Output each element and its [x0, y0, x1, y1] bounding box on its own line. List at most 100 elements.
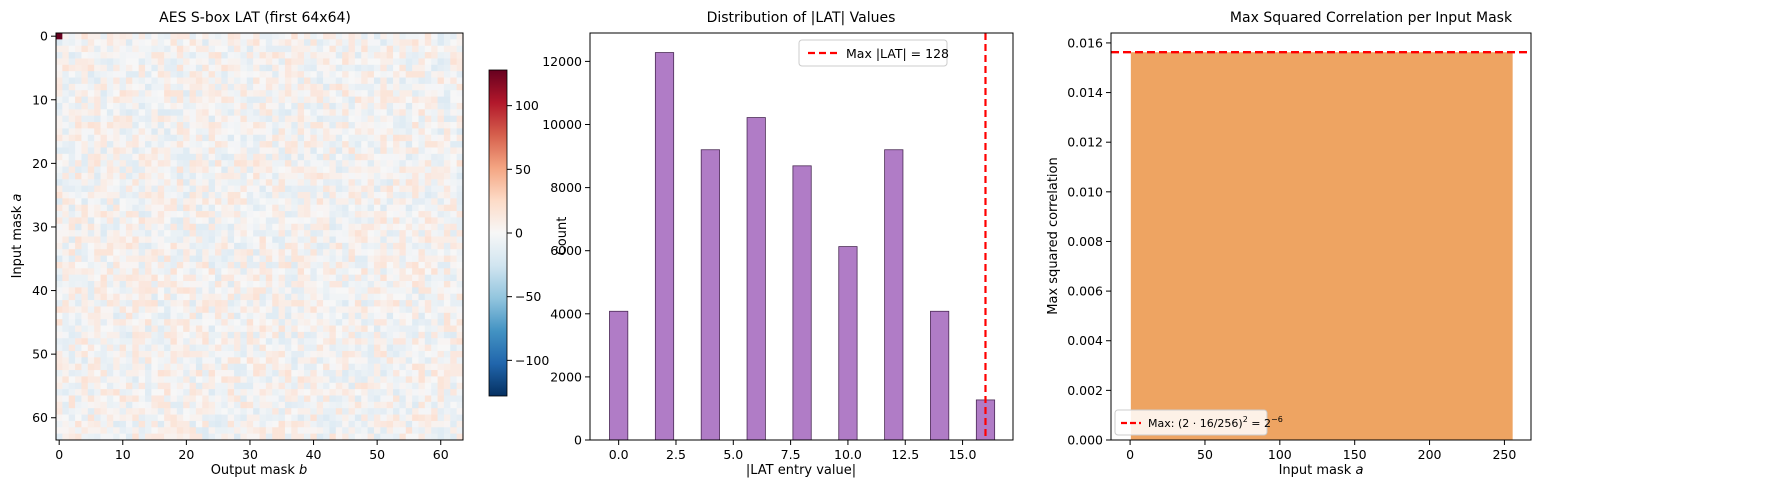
heatmap-cell — [367, 414, 375, 422]
heatmap-cell — [450, 102, 457, 110]
heatmap-cell — [342, 325, 349, 333]
heatmap-cell — [195, 128, 203, 136]
heatmap-cell — [310, 58, 318, 66]
heatmap-cell — [367, 370, 375, 377]
correlation-y-tick-label: 0.004 — [1067, 333, 1103, 348]
heatmap-cell — [304, 198, 311, 206]
heatmap-cell — [297, 122, 305, 129]
heatmap-cell — [323, 191, 330, 199]
heatmap-cell — [151, 52, 159, 59]
heatmap-cell — [437, 122, 445, 129]
heatmap-cell — [62, 261, 70, 269]
heatmap-cell — [284, 33, 292, 40]
heatmap-cell — [106, 223, 114, 231]
heatmap-cell — [437, 300, 445, 307]
correlation-y-tick-label: 0.000 — [1067, 433, 1103, 448]
heatmap-cell — [450, 370, 457, 377]
heatmap-cell — [113, 363, 120, 371]
heatmap-cell — [151, 268, 159, 276]
heatmap-cell — [221, 172, 229, 180]
heatmap-cell — [125, 389, 133, 396]
heatmap-cell — [316, 134, 324, 142]
heatmap-cell — [297, 191, 305, 199]
heatmap-cell — [81, 382, 89, 390]
heatmap-y-tick-label: 10 — [32, 92, 48, 107]
heatmap-cell — [380, 217, 388, 225]
heatmap-cell — [342, 166, 349, 174]
heatmap-cell — [202, 134, 209, 142]
heatmap-cell — [164, 134, 171, 142]
heatmap-cell — [125, 45, 133, 53]
heatmap-cell — [253, 102, 260, 110]
heatmap-cell — [272, 242, 279, 250]
heatmap-cell — [195, 370, 203, 377]
heatmap-cell — [304, 281, 311, 288]
heatmap-cell — [259, 420, 267, 428]
heatmap-cell — [68, 52, 76, 59]
heatmap-cell — [259, 312, 267, 320]
heatmap-cell — [253, 382, 260, 390]
heatmap-cell — [348, 319, 356, 326]
heatmap-cell — [412, 319, 419, 326]
heatmap-cell — [62, 33, 70, 40]
heatmap-cell — [164, 52, 171, 59]
heatmap-cell — [380, 331, 388, 339]
heatmap-cell — [246, 344, 254, 352]
heatmap-cell — [100, 134, 108, 142]
heatmap-cell — [393, 363, 400, 371]
heatmap-cell — [113, 268, 120, 276]
heatmap-cell — [284, 319, 292, 326]
heatmap-cell — [437, 211, 445, 218]
colorbar — [488, 69, 508, 397]
heatmap-cell — [253, 160, 260, 167]
heatmap-cell — [75, 261, 82, 269]
heatmap-cell — [132, 71, 140, 78]
heatmap-cell — [329, 230, 337, 237]
heatmap-cell — [195, 166, 203, 174]
heatmap-cell — [164, 287, 171, 295]
heatmap-cell — [202, 102, 209, 110]
heatmap-cell — [253, 166, 260, 174]
heatmap-cell — [113, 58, 120, 66]
heatmap-cell — [202, 122, 209, 129]
heatmap-cell — [234, 71, 241, 78]
heatmap-cell — [348, 102, 356, 110]
heatmap-cell — [183, 33, 190, 40]
heatmap-cell — [234, 153, 241, 161]
heatmap-cell — [125, 58, 133, 66]
heatmap-cell — [418, 281, 426, 288]
heatmap-cell — [253, 236, 260, 244]
heatmap-cell — [393, 325, 400, 333]
heatmap-cell — [81, 172, 89, 180]
heatmap-cell — [87, 433, 95, 441]
heatmap-cell — [316, 382, 324, 390]
heatmap-cell — [183, 389, 190, 396]
heatmap-cell — [94, 389, 101, 396]
heatmap-cell — [189, 414, 197, 422]
heatmap-cell — [138, 96, 146, 104]
heatmap-cell — [221, 274, 229, 282]
heatmap-cell — [100, 325, 108, 333]
heatmap-cell — [119, 185, 127, 193]
heatmap-cell — [437, 350, 445, 358]
heatmap-cell — [373, 102, 381, 110]
heatmap-cell — [265, 249, 273, 256]
heatmap-cell — [246, 427, 254, 434]
heatmap-cell — [316, 350, 324, 358]
heatmap-cell — [361, 376, 368, 384]
heatmap-cell — [443, 261, 451, 269]
heatmap-cell — [208, 300, 216, 307]
heatmap-cell — [424, 389, 432, 396]
heatmap-cell — [323, 293, 330, 301]
heatmap-cell — [81, 414, 89, 422]
heatmap-cell — [405, 344, 413, 352]
heatmap-cell — [323, 389, 330, 396]
heatmap-cell — [208, 83, 216, 91]
heatmap-cell — [456, 306, 464, 314]
heatmap-cell — [348, 160, 356, 167]
heatmap-cell — [310, 306, 318, 314]
heatmap-cell — [119, 420, 127, 428]
heatmap-cell — [208, 122, 216, 129]
heatmap-cell — [265, 350, 273, 358]
histogram-bar — [884, 149, 904, 441]
